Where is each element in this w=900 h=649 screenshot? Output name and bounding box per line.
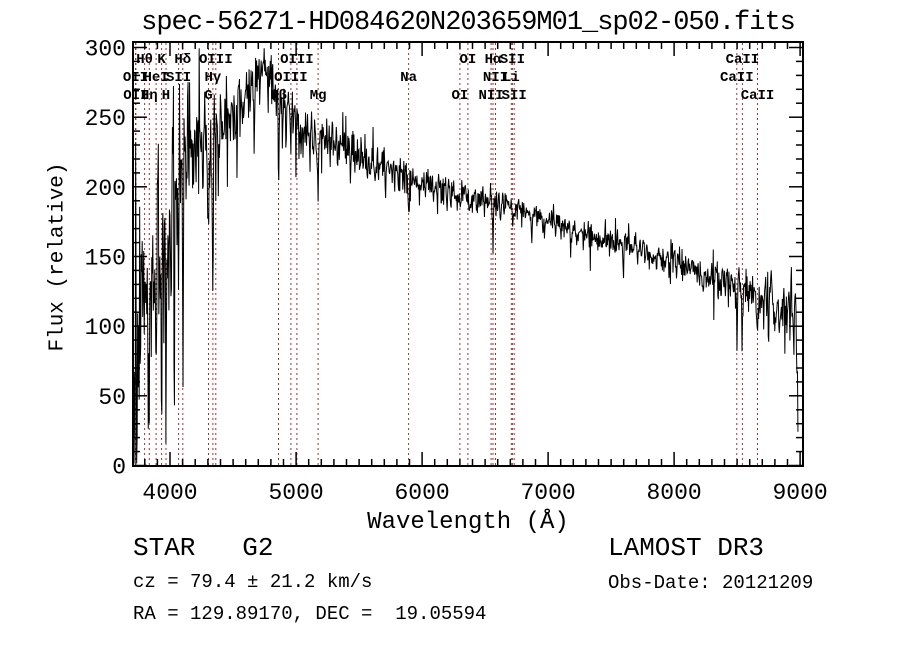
- spectral-line-label: CaII: [741, 88, 775, 104]
- y-tick-label: 250: [85, 106, 126, 132]
- spectral-line-label: Hη: [141, 88, 158, 104]
- x-tick-label: 5000: [268, 480, 323, 506]
- y-tick-label: 50: [98, 385, 126, 411]
- plot-frame: [132, 41, 804, 467]
- spectral-line-label: OI: [451, 88, 468, 104]
- spectral-line-label: OIII: [280, 52, 314, 68]
- spectral-line-label: SII: [502, 88, 527, 104]
- x-tick-label: 4000: [142, 480, 197, 506]
- y-tick-label: 0: [112, 455, 126, 481]
- spectral-line-label: OIII: [274, 70, 308, 86]
- coordinates-label: RA = 129.89170, DEC = 19.05594: [133, 603, 487, 625]
- spectral-line-label: OI: [459, 52, 476, 68]
- y-tick-labels: 0 50 100 150 200 250 300: [85, 37, 126, 481]
- spectral-line-label: CaII: [726, 52, 760, 68]
- x-tick-label: 9000: [772, 480, 827, 506]
- spectral-line-label: NII: [483, 70, 508, 86]
- spectral-line-label: Hα: [485, 52, 502, 68]
- spectral-line-label: Mg: [310, 88, 327, 104]
- spectral-line-label: H: [162, 88, 170, 104]
- x-tick-label: 6000: [394, 480, 449, 506]
- spectral-line-label: K: [157, 52, 166, 68]
- spectral-line-markers: [135, 43, 758, 465]
- spectral-line-label: Hθ: [136, 52, 153, 68]
- spectral-line-label: Hδ: [174, 52, 191, 68]
- spectral-line-label: CaII: [720, 70, 754, 86]
- page-title: spec-56271-HD084620N203659M01_sp02-050.f…: [141, 8, 796, 38]
- y-tick-label: 100: [85, 315, 126, 341]
- spectral-line-label: SII: [166, 70, 191, 86]
- spectral-line-label: OII: [123, 88, 148, 104]
- x-tick-label: 7000: [520, 480, 575, 506]
- x-tick-label: 8000: [646, 480, 701, 506]
- spectral-line-label: OII: [123, 70, 148, 86]
- obs-date-label: Obs-Date: 20121209: [608, 572, 814, 594]
- object-class-label: STAR G2: [133, 533, 274, 563]
- spectral-line-label: HeI: [143, 70, 168, 86]
- axis-ticks: [134, 43, 802, 467]
- spectral-line-label: Na: [400, 70, 417, 86]
- y-tick-label: 200: [85, 176, 126, 202]
- spectral-line-label: Hβ: [270, 88, 287, 104]
- survey-label: LAMOST DR3: [608, 533, 765, 563]
- spectral-line-label: Hγ: [204, 70, 221, 86]
- y-tick-label: 300: [85, 37, 126, 63]
- spectral-line-label: NII: [478, 88, 503, 104]
- spectral-line-label: Li: [503, 70, 520, 86]
- x-axis-title: Wavelength (Å): [367, 509, 569, 536]
- y-tick-label: 150: [85, 246, 126, 272]
- x-tick-labels: 4000 5000 6000 7000 8000 9000: [142, 480, 827, 506]
- spectrum-curve: [133, 48, 799, 464]
- spectral-line-label: SII: [500, 52, 525, 68]
- radial-velocity-label: cz = 79.4 ± 21.2 km/s: [133, 571, 373, 593]
- spectral-line-label: OIII: [199, 52, 233, 68]
- spectral-line-label: G: [204, 88, 212, 104]
